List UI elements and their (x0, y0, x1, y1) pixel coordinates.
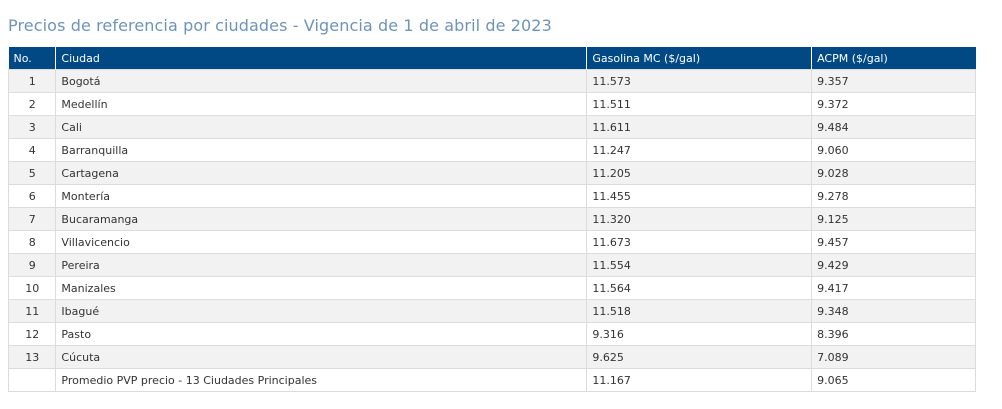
cell-no: 3 (7, 115, 57, 139)
cell-city: Manizales (55, 276, 588, 300)
table-row: 5 Cartagena 11.205 9.028 (7, 161, 976, 185)
cell-city: Montería (55, 184, 588, 208)
cell-acpm-price: 9.348 (811, 299, 976, 323)
header-no: No. (8, 47, 57, 70)
cell-acpm-price: 9.417 (811, 276, 976, 300)
table-header-row: No. Ciudad Gasolina MC ($/gal) ACPM ($/g… (8, 47, 976, 70)
cell-acpm-price: 9.125 (811, 207, 976, 231)
cell-city: Villavicencio (55, 230, 588, 254)
cell-city: Cúcuta (55, 345, 588, 369)
table-row: 13 Cúcuta 9.625 7.089 (7, 345, 976, 369)
table-row: 9 Pereira 11.554 9.429 (7, 253, 976, 277)
cell-gasoline-price: 11.611 (586, 115, 813, 139)
cell-acpm-price: 9.065 (811, 368, 976, 392)
cell-gasoline-price: 11.564 (586, 276, 813, 300)
cell-no: 1 (7, 69, 57, 93)
table-row: 2 Medellín 11.511 9.372 (7, 92, 976, 116)
cell-city: Promedio PVP precio - 13 Ciudades Princi… (55, 368, 588, 392)
cell-city: Bogotá (55, 69, 588, 93)
cell-gasoline-price: 9.625 (586, 345, 813, 369)
table-body: 1 Bogotá 11.573 9.357 2 Medellín 11.511 9.372 3 C… (7, 69, 976, 392)
header-city: Ciudad (55, 47, 588, 70)
cell-city: Ibagué (55, 299, 588, 323)
cell-acpm-price: 9.429 (811, 253, 976, 277)
table-row: 6 Montería 11.455 9.278 (7, 184, 976, 208)
cell-city: Cartagena (55, 161, 588, 185)
table-row: 4 Barranquilla 11.247 9.060 (7, 138, 976, 162)
header-gasoline: Gasolina MC ($/gal) (586, 47, 813, 70)
cell-gasoline-price: 11.247 (586, 138, 813, 162)
table-row: 12 Pasto 9.316 8.396 (7, 322, 976, 346)
table-row: 7 Bucaramanga 11.320 9.125 (7, 207, 976, 231)
page-title: Precios de referencia por ciudades - Vig… (8, 15, 552, 35)
cell-city: Medellín (55, 92, 588, 116)
cell-city: Pereira (55, 253, 588, 277)
cell-gasoline-price: 9.316 (586, 322, 813, 346)
cell-no: 13 (7, 345, 57, 369)
header-acpm: ACPM ($/gal) (811, 47, 976, 70)
cell-acpm-price: 9.357 (811, 69, 976, 93)
table-row: 3 Cali 11.611 9.484 (7, 115, 976, 139)
cell-no: 10 (7, 276, 57, 300)
cell-acpm-price: 9.372 (811, 92, 976, 116)
cell-gasoline-price: 11.320 (586, 207, 813, 231)
cell-acpm-price: 7.089 (811, 345, 976, 369)
table-row: Promedio PVP precio - 13 Ciudades Princi… (7, 368, 976, 392)
cell-city: Pasto (55, 322, 588, 346)
cell-no: 9 (7, 253, 57, 277)
table-row: 10 Manizales 11.564 9.417 (7, 276, 976, 300)
cell-no: 6 (7, 184, 57, 208)
cell-city: Bucaramanga (55, 207, 588, 231)
cell-no: 4 (7, 138, 57, 162)
cell-no: 12 (7, 322, 57, 346)
cell-gasoline-price: 11.518 (586, 299, 813, 323)
table-row: 8 Villavicencio 11.673 9.457 (7, 230, 976, 254)
cell-gasoline-price: 11.673 (586, 230, 813, 254)
cell-acpm-price: 9.484 (811, 115, 976, 139)
cell-no: 7 (7, 207, 57, 231)
cell-gasoline-price: 11.167 (586, 368, 813, 392)
cell-gasoline-price: 11.205 (586, 161, 813, 185)
cell-city: Barranquilla (55, 138, 588, 162)
cell-acpm-price: 9.060 (811, 138, 976, 162)
cell-gasoline-price: 11.511 (586, 92, 813, 116)
cell-acpm-price: 8.396 (811, 322, 976, 346)
cell-no: 11 (7, 299, 57, 323)
cell-acpm-price: 9.278 (811, 184, 976, 208)
cell-gasoline-price: 11.455 (586, 184, 813, 208)
price-table: No. Ciudad Gasolina MC ($/gal) ACPM ($/g… (7, 47, 976, 392)
cell-city: Cali (55, 115, 588, 139)
table-row: 1 Bogotá 11.573 9.357 (7, 69, 976, 93)
cell-acpm-price: 9.457 (811, 230, 976, 254)
cell-no: 5 (7, 161, 57, 185)
table-row: 11 Ibagué 11.518 9.348 (7, 299, 976, 323)
cell-acpm-price: 9.028 (811, 161, 976, 185)
cell-no: 2 (7, 92, 57, 116)
cell-gasoline-price: 11.554 (586, 253, 813, 277)
cell-no (7, 368, 57, 392)
cell-no: 8 (7, 230, 57, 254)
cell-gasoline-price: 11.573 (586, 69, 813, 93)
